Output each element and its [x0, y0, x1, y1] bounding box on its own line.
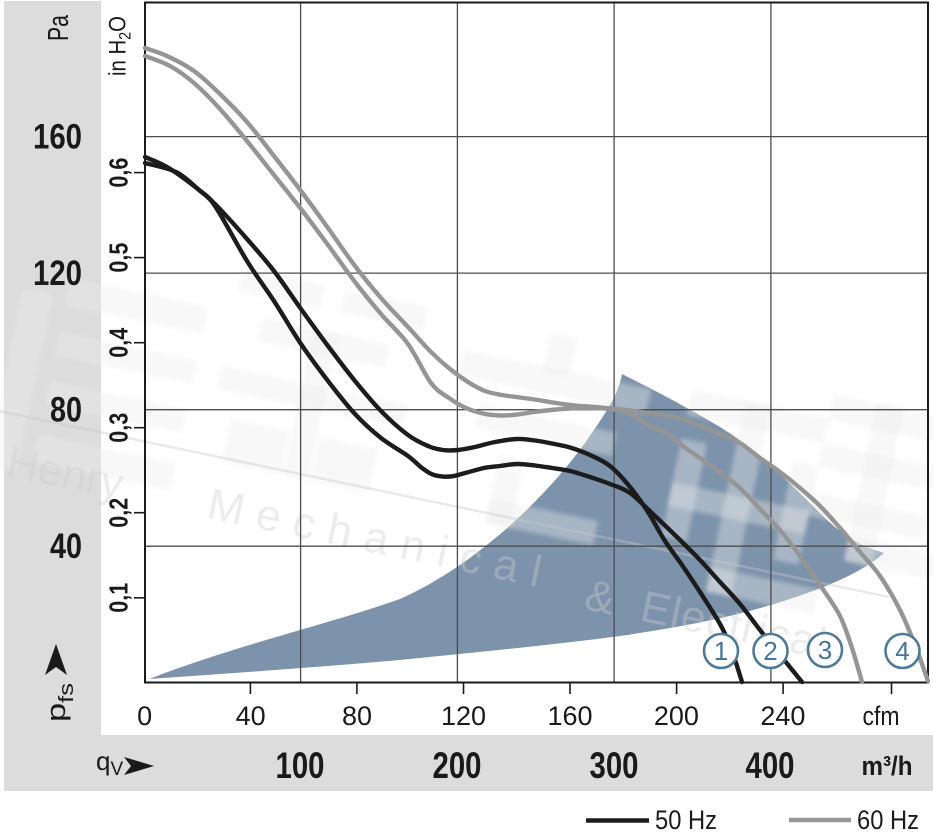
svg-text:120: 120 — [441, 701, 486, 731]
svg-text:300: 300 — [590, 745, 639, 786]
svg-text:m³/h: m³/h — [862, 751, 913, 781]
svg-text:0,5: 0,5 — [104, 243, 134, 273]
svg-text:2: 2 — [763, 636, 777, 666]
svg-text:200: 200 — [654, 701, 699, 731]
svg-text:cfm: cfm — [863, 701, 900, 731]
svg-text:160: 160 — [33, 118, 82, 157]
svg-text:in H2O: in H2O — [105, 16, 135, 76]
svg-text:0: 0 — [137, 701, 152, 731]
svg-text:100: 100 — [276, 745, 325, 786]
svg-text:80: 80 — [342, 701, 372, 731]
svg-text:0,4: 0,4 — [104, 327, 134, 357]
svg-text:0,1: 0,1 — [104, 583, 134, 613]
svg-text:80: 80 — [50, 391, 82, 430]
svg-text:400: 400 — [746, 745, 795, 786]
svg-text:120: 120 — [33, 254, 82, 293]
svg-text:40: 40 — [236, 701, 266, 731]
svg-text:Pa: Pa — [43, 14, 75, 41]
svg-text:40: 40 — [50, 527, 82, 566]
svg-text:0,2: 0,2 — [104, 498, 134, 528]
svg-text:200: 200 — [433, 745, 482, 786]
svg-text:1: 1 — [714, 636, 728, 666]
svg-text:3: 3 — [818, 635, 832, 665]
svg-text:4: 4 — [895, 636, 909, 666]
svg-text:50 Hz: 50 Hz — [655, 805, 717, 835]
svg-text:0,6: 0,6 — [104, 158, 134, 188]
svg-text:0,3: 0,3 — [104, 413, 134, 443]
svg-text:160: 160 — [547, 701, 592, 731]
svg-text:240: 240 — [760, 701, 805, 731]
svg-text:60 Hz: 60 Hz — [857, 805, 919, 835]
